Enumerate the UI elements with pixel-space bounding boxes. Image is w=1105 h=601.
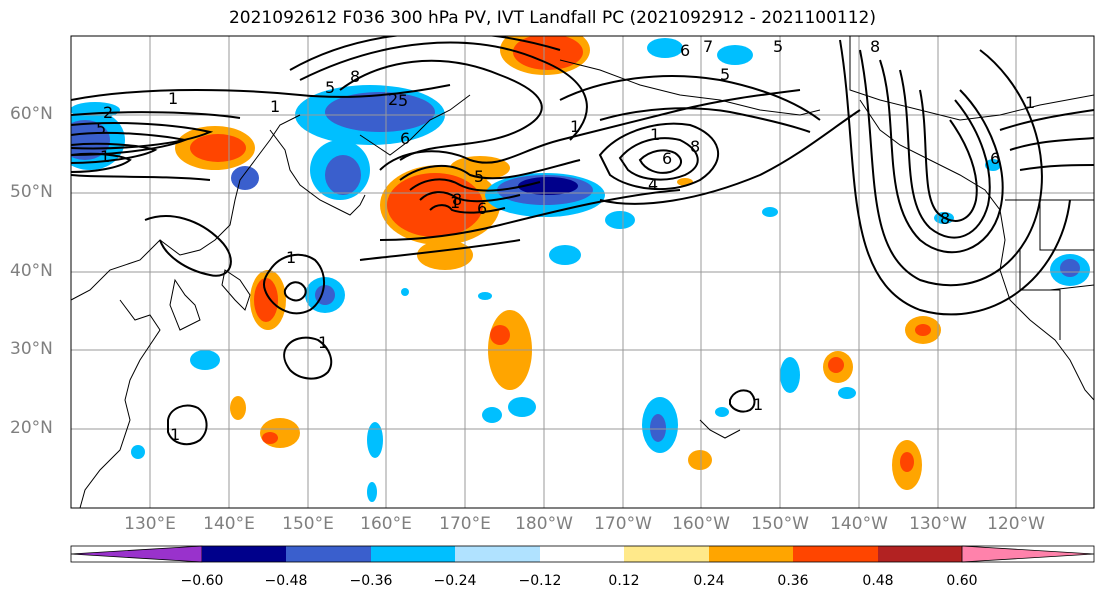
colorbar-tick-label: −0.12 <box>518 573 562 589</box>
contour-label: 8 <box>940 209 950 228</box>
contour-label: 8 <box>452 190 462 209</box>
lon-label: 160°E <box>360 514 412 534</box>
gridlines <box>71 36 1094 508</box>
lon-label: 180°W <box>515 514 573 534</box>
colorbar-tick-label: 0.24 <box>693 573 725 589</box>
contour-label: 1 <box>1025 93 1035 112</box>
lon-label: 140°E <box>203 514 255 534</box>
contour-label: 1 <box>450 193 460 212</box>
colorbar-segment <box>371 546 455 562</box>
lat-label: 30°N <box>10 339 53 359</box>
contour-label: 1 <box>650 125 660 144</box>
lon-label: 150°E <box>282 514 334 534</box>
contour-label: 5 <box>474 167 484 186</box>
contour-label: 1 <box>753 395 763 414</box>
colorbar-tick-label: 0.48 <box>862 573 894 589</box>
contour-label: 5 <box>398 91 408 110</box>
colorbar-tick-label: 0.36 <box>777 573 809 589</box>
contour-label: 2 <box>103 103 113 122</box>
lat-label: 60°N <box>10 104 53 124</box>
colorbar-tick-label: −0.24 <box>433 573 477 589</box>
map-frame <box>70 35 1095 509</box>
lon-label: 170°W <box>594 514 652 534</box>
lon-label: 130°E <box>124 514 176 534</box>
figure-title: 2021092612 F036 300 hPa PV, IVT Landfall… <box>228 8 876 28</box>
colorbar-segment <box>793 546 878 562</box>
coastlines <box>71 36 1094 508</box>
lat-label: 40°N <box>10 261 53 281</box>
colorbar-segment <box>70 545 203 563</box>
colorbar-tick-label: −0.48 <box>264 573 308 589</box>
lon-label: 150°W <box>751 514 809 534</box>
contour-label: 2 <box>388 90 398 109</box>
colorbar-segment <box>624 546 709 562</box>
colorbar-segment <box>455 546 540 562</box>
contour-label: 1 <box>270 97 280 116</box>
colorbar-segment <box>540 546 624 562</box>
colorbar <box>70 545 1095 563</box>
contour-label: 5 <box>325 78 335 97</box>
colorbar-tick-label: −0.60 <box>180 573 224 589</box>
contour-label: 5 <box>773 37 783 56</box>
colorbar-segment <box>286 546 371 562</box>
contour-label: 5 <box>96 119 106 138</box>
contour-label: 6 <box>680 41 690 60</box>
colorbar-tick-label: −0.36 <box>349 573 393 589</box>
contour-label: 1 <box>318 333 328 352</box>
contour-label: 1 <box>570 117 580 136</box>
contour-label: 1 <box>286 248 296 267</box>
contour-label: 1 <box>170 425 180 444</box>
lat-label: 50°N <box>10 182 53 202</box>
colorbar-tick-label: 0.12 <box>608 573 640 589</box>
contour-label: 8 <box>690 137 700 156</box>
contour-label: 1 <box>168 89 178 108</box>
contour-label: 6 <box>400 129 410 148</box>
colorbar-segment <box>878 546 962 562</box>
contour-label: 1 <box>100 147 110 166</box>
contour-label: 7 <box>703 37 713 56</box>
contour-label: 6 <box>477 199 487 218</box>
contour-label: 6 <box>990 149 1000 168</box>
colorbar-tick-label: 0.60 <box>946 573 978 589</box>
contour-label: 5 <box>720 65 730 84</box>
contour-label: 8 <box>350 67 360 86</box>
lon-label: 130°W <box>909 514 967 534</box>
lon-label: 120°W <box>987 514 1045 534</box>
contour-label: 8 <box>870 37 880 56</box>
lon-label: 160°W <box>672 514 730 534</box>
contour-lines <box>71 36 1094 446</box>
colorbar-segment <box>709 546 793 562</box>
colorbar-segment <box>202 546 286 562</box>
lat-label: 20°N <box>10 418 53 438</box>
lon-label: 170°E <box>439 514 491 534</box>
contour-label-group: 1 2 5 1 1 8 5 2 5 6 1 6 7 5 5 8 1 6 4 5 … <box>96 37 1035 444</box>
contour-label: 6 <box>662 149 672 168</box>
lon-label: 140°W <box>830 514 888 534</box>
contour-label: 4 <box>648 175 658 194</box>
colorbar-segment <box>961 545 1095 563</box>
